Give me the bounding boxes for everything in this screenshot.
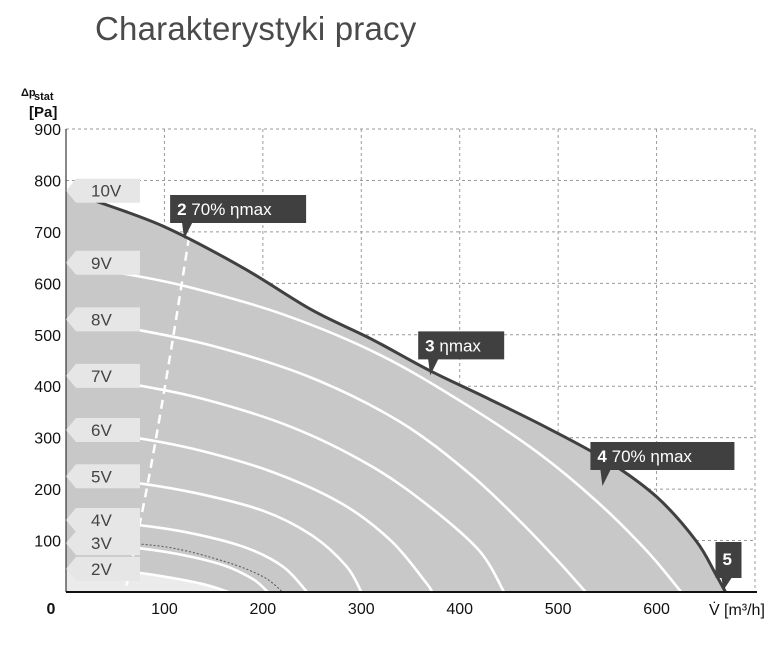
callout-text: 70% ηmax	[187, 200, 273, 219]
voltage-tab-2V	[66, 556, 140, 581]
callout-label-4: 4 70% ηmax	[597, 447, 692, 466]
voltage-label-8V: 8V	[91, 310, 112, 329]
voltage-label-5V: 5V	[91, 467, 112, 486]
max-envelope	[94, 199, 727, 593]
voltage-label-2V: 2V	[91, 560, 112, 579]
curve-9V	[64, 261, 683, 594]
x-axis-label: V̇	[709, 601, 720, 619]
tick-labels: 100 200 300 400 500 600 700 800 900 0 100 200 300 400…	[34, 122, 670, 618]
voltage-tab-10V	[66, 178, 140, 203]
voltage-tab-6V	[66, 417, 140, 442]
curve-8V	[64, 318, 587, 594]
x-tick-label: 200	[250, 601, 277, 618]
callout-label-2: 2 70% ηmax	[177, 200, 272, 219]
axes	[65, 129, 757, 593]
y-axis-label: Δp	[21, 87, 36, 99]
callout-number: 5	[723, 550, 732, 569]
efficiency-70-dashed-line	[123, 236, 191, 593]
y-tick-label: 900	[34, 122, 61, 139]
y-tick-label: 600	[34, 276, 61, 293]
efficiency-callouts: 2 70% ηmax 3 ηmax 4 70% ηmax 5	[170, 195, 742, 590]
y-axis-label-sub: stat	[34, 91, 54, 103]
max-curve-10V	[94, 199, 727, 593]
callout-label-5: 5	[723, 550, 732, 569]
voltage-tab-9V	[66, 250, 140, 275]
callout-box-2	[170, 195, 307, 240]
x-tick-label: 600	[643, 601, 670, 618]
operating-area	[66, 190, 726, 592]
callout-box-3	[418, 331, 505, 376]
y-tick-label: 800	[34, 173, 61, 190]
y-tick-label: 100	[34, 534, 61, 551]
x-axis-unit: [m³/h]	[724, 602, 765, 619]
callout-number: 3	[425, 336, 434, 355]
voltage-tab-3V	[66, 531, 140, 556]
voltage-tab-7V	[66, 363, 140, 388]
y-tick-label: 200	[34, 482, 61, 499]
y-tick-label: 500	[34, 328, 61, 345]
y-axis-unit: [Pa]	[29, 104, 57, 121]
x-tick-label: 500	[545, 601, 572, 618]
voltage-label-10V: 10V	[91, 182, 122, 201]
callout-box-5	[715, 542, 742, 590]
callout-number: 2	[177, 200, 186, 219]
voltage-label-4V: 4V	[91, 511, 112, 530]
voltage-label-6V: 6V	[91, 421, 112, 440]
callout-number: 4	[597, 447, 607, 466]
callout-label-3: 3 ηmax	[425, 336, 481, 355]
callout-text: 70% ηmax	[607, 447, 693, 466]
voltage-label-3V: 3V	[91, 534, 112, 553]
voltage-label-7V: 7V	[91, 367, 112, 386]
y-tick-label: 700	[34, 225, 61, 242]
x-tick-label: 100	[151, 601, 178, 618]
voltage-tab-8V	[66, 307, 140, 332]
voltage-label-9V: 9V	[91, 254, 112, 273]
origin-tick-label: 0	[47, 601, 56, 618]
callout-box-4	[590, 441, 735, 486]
callout-text: ηmax	[435, 336, 482, 355]
y-tick-label: 300	[34, 431, 61, 448]
voltage-tab-5V	[66, 464, 140, 489]
x-tick-label: 400	[446, 601, 473, 618]
x-tick-label: 300	[348, 601, 375, 618]
y-tick-label: 400	[34, 379, 61, 396]
voltage-tab-4V	[66, 507, 140, 532]
page-title: Charakterystyki pracy	[95, 10, 417, 47]
voltage-labels: 10V 9V 8V 7V 6V 5V 4V 3V 2V	[66, 178, 140, 581]
